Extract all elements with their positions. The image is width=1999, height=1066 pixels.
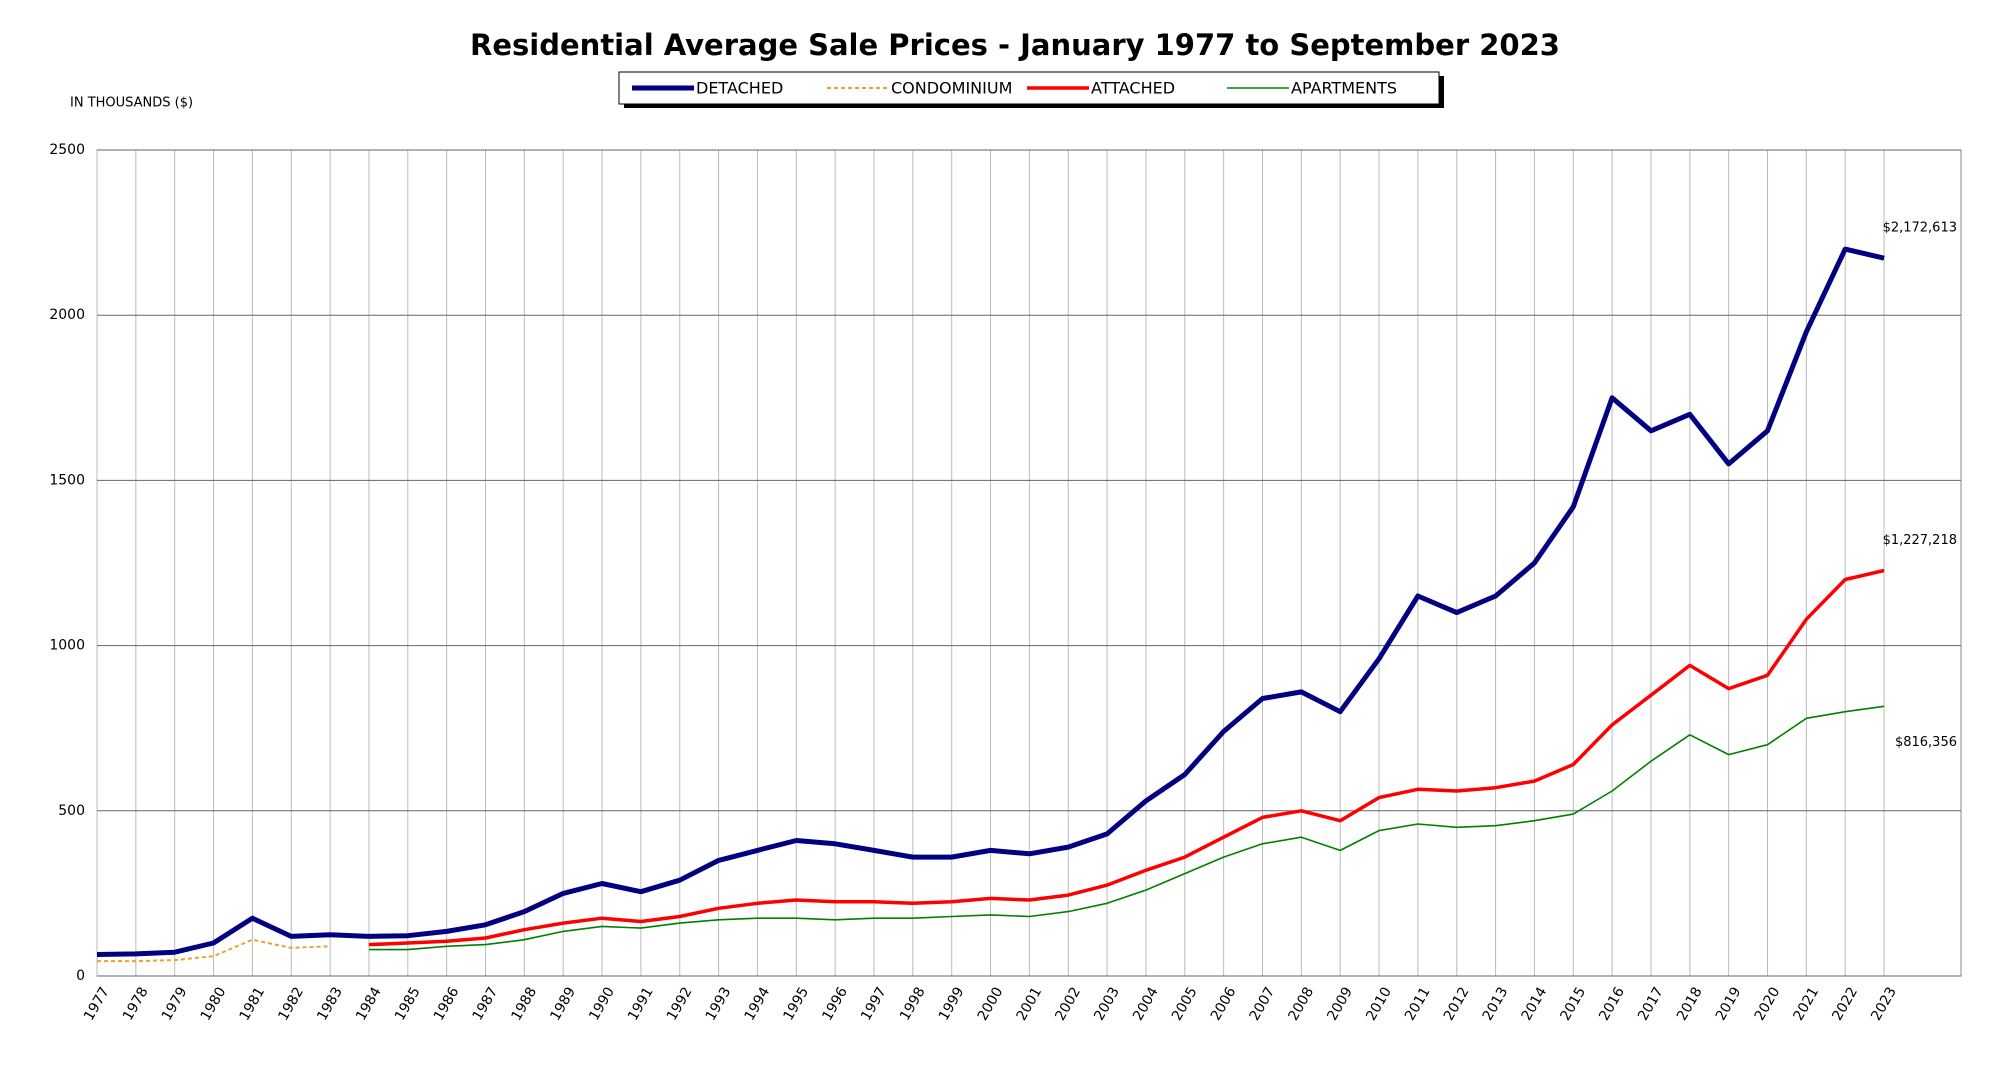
x-tick-label: 1996 — [819, 984, 851, 1023]
x-tick-label: 2002 — [1052, 985, 1084, 1024]
x-tick-label: 1992 — [664, 985, 696, 1024]
x-tick-label: 2009 — [1324, 985, 1356, 1024]
chart-title: Residential Average Sale Prices - Januar… — [470, 28, 1560, 62]
y-tick-label: 500 — [58, 803, 85, 819]
x-tick-label: 1983 — [314, 985, 346, 1024]
x-tick-label: 1997 — [858, 985, 890, 1024]
x-tick-label: 2020 — [1752, 985, 1784, 1024]
x-tick-label: 2006 — [1208, 984, 1240, 1023]
legend-label: ATTACHED — [1091, 79, 1175, 98]
x-tick-label: 2008 — [1285, 985, 1317, 1024]
series-line — [368, 568, 1885, 947]
series-line — [96, 246, 1885, 957]
x-tick-label: 1998 — [897, 985, 929, 1024]
x-tick-label: 2005 — [1169, 985, 1201, 1024]
x-tick-label: 2022 — [1829, 985, 1861, 1024]
y-tick-label: 2500 — [49, 142, 85, 158]
legend-label: APARTMENTS — [1291, 79, 1397, 98]
series-line — [368, 705, 1885, 951]
x-tick-label: 1995 — [780, 985, 812, 1024]
x-tick-label: 2023 — [1868, 985, 1900, 1024]
y-tick-label: 2000 — [49, 307, 85, 323]
x-tick-label: 2014 — [1519, 984, 1551, 1023]
value-label: $816,356 — [1895, 735, 1957, 750]
x-tick-label: 1979 — [159, 985, 191, 1024]
value-label: $1,227,218 — [1883, 533, 1957, 548]
x-tick-label: 1986 — [431, 984, 463, 1023]
x-tick-label: 1993 — [703, 985, 735, 1024]
x-tick-label: 2015 — [1557, 985, 1589, 1024]
x-tick-label: 1999 — [936, 985, 968, 1024]
x-tick-label: 2004 — [1130, 984, 1162, 1023]
x-tick-label: 1978 — [120, 985, 152, 1024]
value-label: $2,172,613 — [1883, 221, 1957, 236]
x-tick-label: 2017 — [1635, 985, 1667, 1024]
x-tick-label: 2013 — [1480, 985, 1512, 1024]
x-tick-label: 2000 — [975, 985, 1007, 1024]
x-tick-label: 2010 — [1363, 985, 1395, 1024]
x-tick-label: 1982 — [275, 985, 307, 1024]
x-tick-label: 1994 — [742, 984, 774, 1023]
x-tick-label: 1991 — [625, 985, 657, 1024]
legend-label: DETACHED — [696, 79, 783, 98]
x-tick-label: 1989 — [547, 985, 579, 1024]
y-tick-label: 1000 — [49, 638, 85, 654]
x-tick-label: 2001 — [1014, 985, 1046, 1024]
x-tick-label: 1981 — [237, 985, 269, 1024]
x-tick-label: 1985 — [392, 985, 424, 1024]
series-line — [97, 938, 331, 963]
x-tick-label: 2003 — [1091, 985, 1123, 1024]
x-tick-label: 1977 — [81, 985, 113, 1024]
y-tick-label: 1500 — [49, 472, 85, 488]
x-tick-label: 2021 — [1791, 985, 1823, 1024]
x-tick-label: 1990 — [586, 985, 618, 1024]
legend-label: CONDOMINIUM — [891, 79, 1012, 98]
x-tick-label: 2016 — [1596, 984, 1628, 1023]
x-tick-label: 2012 — [1441, 985, 1473, 1024]
x-tick-label: 2011 — [1402, 985, 1434, 1024]
y-tick-label: 0 — [76, 968, 85, 984]
x-tick-label: 1988 — [509, 985, 541, 1024]
x-tick-label: 2019 — [1713, 985, 1745, 1024]
x-tick-label: 1987 — [470, 985, 502, 1024]
x-tick-label: 1980 — [198, 985, 230, 1024]
x-tick-label: 2018 — [1674, 985, 1706, 1024]
x-tick-label: 2007 — [1247, 985, 1279, 1024]
y-axis-label: IN THOUSANDS ($) — [70, 96, 193, 111]
x-tick-label: 1984 — [353, 984, 385, 1023]
